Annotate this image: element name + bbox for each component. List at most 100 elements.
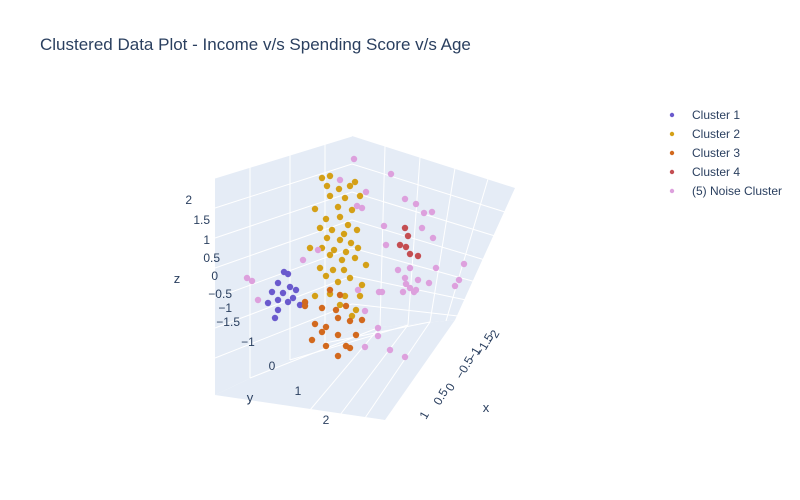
data-point[interactable] — [284, 270, 292, 278]
data-point[interactable] — [336, 213, 344, 221]
data-point[interactable] — [341, 292, 349, 300]
data-point[interactable] — [394, 266, 402, 274]
data-point[interactable] — [322, 215, 330, 223]
data-point[interactable] — [401, 224, 409, 232]
data-point[interactable] — [396, 241, 404, 249]
data-point[interactable] — [406, 284, 414, 292]
data-point[interactable] — [342, 302, 350, 310]
data-point[interactable] — [328, 226, 336, 234]
data-point[interactable] — [322, 342, 330, 350]
data-point[interactable] — [410, 288, 418, 296]
data-point[interactable] — [348, 206, 356, 214]
data-point[interactable] — [271, 314, 279, 322]
data-point[interactable] — [311, 320, 319, 328]
legend-item-1[interactable]: Cluster 1 — [669, 108, 741, 122]
data-point[interactable] — [344, 221, 352, 229]
data-point[interactable] — [361, 307, 369, 315]
data-point[interactable] — [406, 264, 414, 272]
data-point[interactable] — [334, 314, 342, 322]
data-point[interactable] — [342, 248, 350, 256]
data-point[interactable] — [326, 251, 334, 259]
legend-item-4[interactable]: Cluster 4 — [669, 165, 741, 179]
data-point[interactable] — [326, 192, 334, 200]
data-point[interactable] — [301, 302, 309, 310]
data-point[interactable] — [318, 328, 326, 336]
data-point[interactable] — [279, 289, 287, 297]
data-point[interactable] — [412, 200, 420, 208]
data-point[interactable] — [284, 298, 292, 306]
data-point[interactable] — [318, 174, 326, 182]
data-point[interactable] — [299, 256, 307, 264]
data-point[interactable] — [334, 203, 342, 211]
data-point[interactable] — [274, 306, 282, 314]
data-point[interactable] — [334, 352, 342, 360]
data-point[interactable] — [322, 323, 330, 331]
data-point[interactable] — [311, 205, 319, 213]
data-point[interactable] — [354, 286, 362, 294]
data-point[interactable] — [323, 234, 331, 242]
data-point[interactable] — [460, 260, 468, 268]
data-point[interactable] — [362, 261, 370, 269]
data-point[interactable] — [346, 317, 354, 325]
data-point[interactable] — [401, 195, 409, 203]
data-point[interactable] — [414, 252, 422, 260]
data-point[interactable] — [353, 202, 361, 210]
data-point[interactable] — [451, 282, 459, 290]
data-point[interactable] — [326, 286, 334, 294]
data-point[interactable] — [406, 250, 414, 258]
data-point[interactable] — [254, 296, 262, 304]
data-point[interactable] — [336, 176, 344, 184]
data-point[interactable] — [358, 281, 366, 289]
data-point[interactable] — [378, 288, 386, 296]
data-point[interactable] — [455, 276, 463, 284]
legend-item-2[interactable]: Cluster 2 — [669, 127, 741, 141]
legend-item-5[interactable]: (5) Noise Cluster — [669, 184, 782, 198]
data-point[interactable] — [286, 283, 294, 291]
data-point[interactable] — [351, 178, 359, 186]
data-point[interactable] — [341, 194, 349, 202]
data-point[interactable] — [418, 224, 426, 232]
data-point[interactable] — [361, 343, 369, 351]
data-point[interactable] — [338, 256, 346, 264]
data-point[interactable] — [326, 172, 334, 180]
data-point[interactable] — [352, 331, 360, 339]
data-point[interactable] — [362, 188, 370, 196]
data-point[interactable] — [401, 353, 409, 361]
data-point[interactable] — [340, 230, 348, 238]
data-point[interactable] — [329, 266, 337, 274]
data-point[interactable] — [374, 332, 382, 340]
data-point[interactable] — [404, 232, 412, 240]
data-point[interactable] — [346, 182, 354, 190]
data-point[interactable] — [420, 209, 428, 217]
data-point[interactable] — [351, 254, 359, 262]
data-point[interactable] — [340, 266, 348, 274]
data-point[interactable] — [401, 274, 409, 282]
data-point[interactable] — [414, 276, 422, 284]
data-point[interactable] — [399, 288, 407, 296]
data-point[interactable] — [354, 244, 362, 252]
data-point[interactable] — [316, 264, 324, 272]
data-point[interactable] — [336, 291, 344, 299]
data-point[interactable] — [358, 204, 366, 212]
data-point[interactable] — [382, 241, 390, 249]
data-point[interactable] — [432, 264, 440, 272]
data-point[interactable] — [308, 336, 316, 344]
data-point[interactable] — [347, 239, 355, 247]
data-point[interactable] — [306, 244, 314, 252]
data-point[interactable] — [350, 155, 358, 163]
data-point[interactable] — [322, 272, 330, 280]
data-point[interactable] — [402, 280, 410, 288]
data-point[interactable] — [289, 294, 297, 302]
data-point[interactable] — [330, 246, 338, 254]
data-point[interactable] — [387, 170, 395, 178]
legend-item-3[interactable]: Cluster 3 — [669, 146, 741, 160]
data-point[interactable] — [268, 288, 276, 296]
data-point[interactable] — [274, 296, 282, 304]
data-point[interactable] — [358, 316, 366, 324]
data-point[interactable] — [296, 301, 304, 309]
data-point[interactable] — [374, 324, 382, 332]
data-point[interactable] — [336, 236, 344, 244]
data-point[interactable] — [274, 279, 282, 287]
data-point[interactable] — [356, 292, 364, 300]
